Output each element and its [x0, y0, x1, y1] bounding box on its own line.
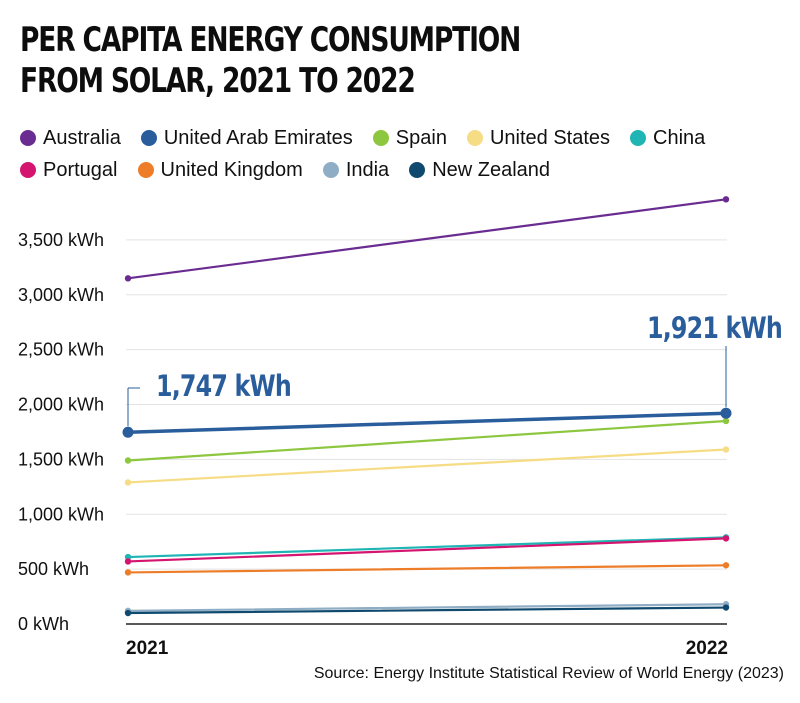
data-point-portugal	[124, 558, 132, 565]
legend-label: New Zealand	[432, 158, 551, 181]
legend-swatch	[20, 130, 36, 146]
legend-row: Australia United Arab Emirates Spain United…	[20, 122, 790, 154]
data-point-portugal	[722, 535, 730, 542]
legend-label: United Kingdom	[160, 158, 303, 181]
legend-label: China	[653, 126, 706, 149]
legend-label: Portugal	[43, 158, 118, 181]
series-line-spain	[126, 419, 728, 462]
y-tick-label: 3,000 kWh	[18, 285, 104, 305]
legend-item-india: India	[322, 158, 390, 182]
data-point-united-kingdom	[124, 569, 132, 576]
legend-swatch	[140, 130, 157, 146]
legend-swatch	[630, 130, 647, 146]
series-line-australia	[126, 198, 728, 280]
x-tick-label: 2022	[686, 638, 728, 659]
series-line-united-kingdom	[126, 564, 728, 574]
data-point-united-states	[124, 479, 132, 486]
legend-item-portugal: Portugal	[20, 159, 118, 182]
data-point-united-kingdom	[722, 562, 730, 569]
chart-title: PER CAPITA ENERGY CONSUMPTION FROM SOLAR…	[20, 20, 521, 102]
series-line-united-arab-emirates	[126, 411, 728, 435]
legend-item-new-zealand: New Zealand	[409, 159, 550, 182]
y-tick-label: 1,500 kWh	[18, 449, 104, 469]
y-tick-label: 500 kWh	[18, 559, 89, 579]
data-point-australia	[124, 275, 132, 282]
legend-item-united-states: United States	[466, 126, 611, 150]
callout-label: 1,921 kWh	[647, 312, 782, 346]
legend-swatch	[322, 162, 339, 178]
legend-swatch	[466, 130, 483, 146]
y-tick-label: 2,000 kWh	[18, 395, 104, 415]
legend-item-australia: Australia	[20, 127, 121, 150]
series-line-united-states	[126, 448, 728, 484]
legend-item-spain: Spain	[372, 126, 447, 150]
data-point-new-zealand	[124, 609, 132, 617]
data-point-united-arab-emirates	[720, 407, 732, 419]
legend-label: India	[345, 158, 390, 181]
data-point-new-zealand	[722, 604, 730, 611]
data-point-spain	[124, 457, 132, 464]
series-line-portugal	[126, 537, 728, 563]
series-line-new-zealand	[126, 606, 728, 615]
callout-label: 1,747 kWh	[156, 370, 291, 404]
legend-item-united-kingdom: United Kingdom	[137, 158, 303, 182]
legend-swatch	[409, 162, 426, 178]
data-point-china	[124, 553, 132, 561]
data-point-united-arab-emirates	[122, 426, 134, 438]
data-point-united-states	[722, 446, 730, 453]
series-line-india	[126, 603, 728, 612]
y-tick-label: 1,000 kWh	[18, 504, 104, 524]
x-tick-label: 2021	[126, 638, 169, 659]
data-point-australia	[722, 196, 730, 203]
legend-label: Australia	[43, 126, 121, 149]
chart-title-line-1: PER CAPITA ENERGY CONSUMPTION	[20, 20, 521, 60]
legend-item-china: China	[630, 127, 705, 150]
chart-title-line-2: FROM SOLAR, 2021 TO 2022	[20, 61, 416, 101]
legend-label: Spain	[395, 126, 447, 149]
legend-label: United States	[489, 126, 611, 149]
y-tick-label: 2,500 kWh	[18, 340, 104, 360]
y-tick-label: 0 kWh	[18, 614, 69, 634]
legend-row: Portugal United Kingdom India New Zealand	[20, 154, 790, 186]
y-tick-label: 3,500 kWh	[18, 230, 104, 250]
legend-swatch	[137, 162, 154, 178]
legend-swatch	[20, 162, 36, 178]
chart-legend: Australia United Arab Emirates Spain United…	[20, 122, 790, 186]
legend-item-united-arab-emirates: United Arab Emirates	[140, 126, 353, 150]
legend-swatch	[372, 130, 389, 146]
legend-label: United Arab Emirates	[163, 126, 353, 149]
series-line-china	[126, 536, 728, 559]
data-point-spain	[722, 417, 730, 425]
source-note: Source: Energy Institute Statistical Rev…	[313, 665, 784, 682]
